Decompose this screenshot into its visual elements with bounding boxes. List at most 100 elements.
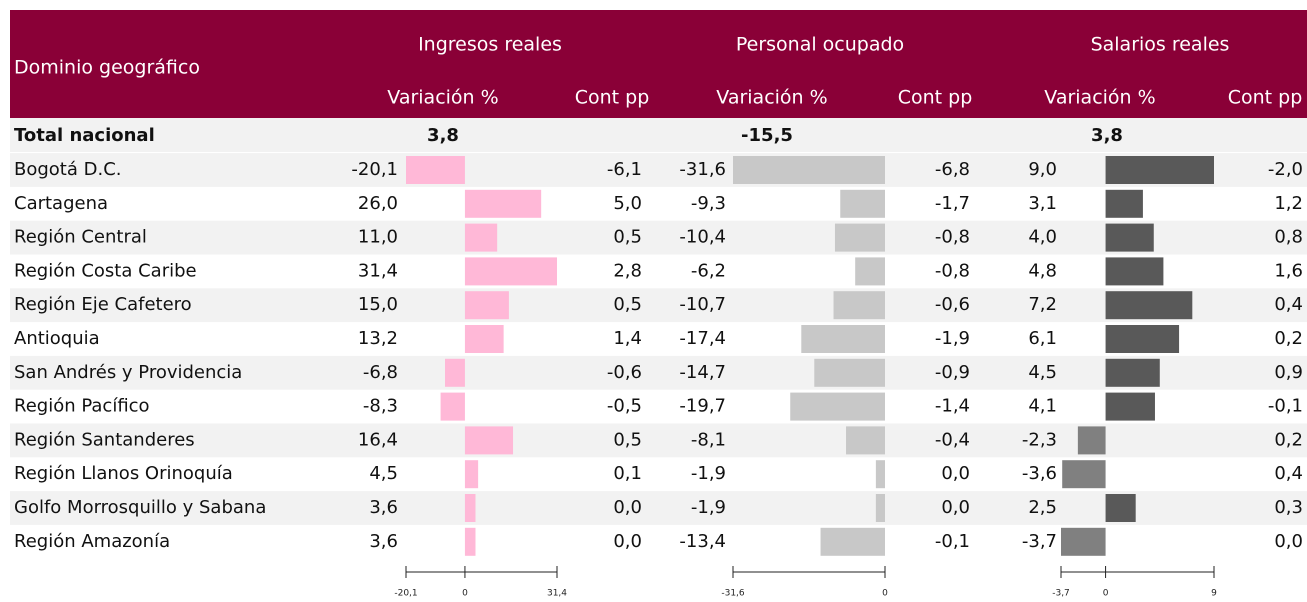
row-name: Región Llanos Orinoquía bbox=[14, 463, 233, 484]
row-name: Región Amazonía bbox=[14, 531, 170, 552]
row-name: Antioquia bbox=[14, 328, 100, 349]
bar bbox=[1077, 426, 1106, 455]
bar bbox=[464, 223, 498, 252]
variation: 31,4 bbox=[358, 260, 398, 281]
tick-label: -3,7 bbox=[1052, 589, 1070, 599]
contribution: -1,4 bbox=[935, 396, 970, 417]
contribution: 0,9 bbox=[1274, 362, 1303, 383]
tick-label: -31,6 bbox=[721, 589, 745, 599]
group-title: Salarios reales bbox=[1091, 34, 1230, 56]
contribution: 0,3 bbox=[1274, 497, 1303, 518]
variation: 4,1 bbox=[1028, 396, 1057, 417]
bar bbox=[464, 189, 542, 218]
sub-header: Cont pp bbox=[1228, 87, 1303, 109]
variation: -8,1 bbox=[691, 429, 726, 450]
bar bbox=[406, 156, 465, 184]
total-value: 3,8 bbox=[427, 125, 459, 146]
sub-header: Variación % bbox=[387, 87, 498, 109]
row-band bbox=[10, 491, 1307, 525]
contribution: 1,2 bbox=[1274, 193, 1303, 214]
bar bbox=[1105, 494, 1136, 522]
contribution: -0,8 bbox=[935, 260, 970, 281]
row-name: Región Central bbox=[14, 227, 147, 248]
variation: -19,7 bbox=[679, 396, 726, 417]
variation: 3,6 bbox=[369, 531, 398, 552]
contribution: 0,0 bbox=[941, 497, 970, 518]
contribution: -6,8 bbox=[935, 159, 970, 180]
contribution: -6,1 bbox=[607, 159, 642, 180]
variation: -6,2 bbox=[691, 260, 726, 281]
variation: 13,2 bbox=[358, 328, 398, 349]
variation: -6,8 bbox=[363, 362, 398, 383]
variation: -1,9 bbox=[691, 497, 726, 518]
contribution: -0,1 bbox=[1268, 396, 1303, 417]
bar bbox=[875, 460, 885, 489]
contribution: 1,4 bbox=[613, 328, 642, 349]
contribution: 0,4 bbox=[1274, 463, 1303, 484]
tick-label: 0 bbox=[882, 589, 888, 599]
contribution: 2,8 bbox=[613, 260, 642, 281]
sub-header: Variación % bbox=[716, 87, 827, 109]
group-title: Ingresos reales bbox=[418, 34, 562, 56]
total-value: 3,8 bbox=[1091, 125, 1123, 146]
bar bbox=[733, 156, 885, 184]
variation: -2,3 bbox=[1022, 429, 1057, 450]
contribution: 0,0 bbox=[613, 531, 642, 552]
variation: -13,4 bbox=[679, 531, 726, 552]
bar bbox=[790, 392, 885, 421]
contribution: 0,0 bbox=[1274, 531, 1303, 552]
variation: -3,6 bbox=[1022, 463, 1057, 484]
bar bbox=[1062, 460, 1106, 489]
row-name: Región Costa Caribe bbox=[14, 260, 197, 281]
contribution: -0,6 bbox=[607, 362, 642, 383]
variation: 16,4 bbox=[358, 429, 398, 450]
row-name: Región Eje Cafetero bbox=[14, 294, 192, 315]
contribution: 0,2 bbox=[1274, 328, 1303, 349]
variation: 26,0 bbox=[358, 193, 398, 214]
contribution: 0,8 bbox=[1274, 227, 1303, 248]
variation: 4,5 bbox=[369, 463, 398, 484]
bar bbox=[833, 291, 885, 320]
bar bbox=[820, 527, 885, 556]
total-name: Total nacional bbox=[14, 125, 155, 146]
tick-label: 31,4 bbox=[547, 589, 567, 599]
bar bbox=[846, 426, 885, 455]
tick-label: 9 bbox=[1211, 589, 1217, 599]
bar bbox=[440, 392, 465, 421]
contribution: 0,0 bbox=[613, 497, 642, 518]
bar bbox=[464, 460, 479, 489]
contribution: -1,9 bbox=[935, 328, 970, 349]
variation: -31,6 bbox=[679, 159, 726, 180]
contribution: 1,6 bbox=[1274, 260, 1303, 281]
variation: 9,0 bbox=[1028, 159, 1057, 180]
variation: 3,1 bbox=[1028, 193, 1057, 214]
variation: 7,2 bbox=[1028, 294, 1057, 315]
row-name: San Andrés y Providencia bbox=[14, 362, 242, 383]
variation: -17,4 bbox=[679, 328, 726, 349]
variation: -20,1 bbox=[351, 159, 398, 180]
contribution: 0,4 bbox=[1274, 294, 1303, 315]
row-name: Cartagena bbox=[14, 193, 108, 214]
contribution: -0,8 bbox=[935, 227, 970, 248]
bar bbox=[1105, 291, 1193, 320]
contribution: 0,2 bbox=[1274, 429, 1303, 450]
contribution: -1,7 bbox=[935, 193, 970, 214]
bar bbox=[464, 426, 514, 455]
variation: 6,1 bbox=[1028, 328, 1057, 349]
row-name: Golfo Morrosquillo y Sabana bbox=[14, 497, 266, 518]
variation: 2,5 bbox=[1028, 497, 1057, 518]
contribution: -0,1 bbox=[935, 531, 970, 552]
bar bbox=[875, 494, 885, 522]
bar bbox=[464, 257, 557, 286]
bar bbox=[1105, 189, 1143, 218]
bar bbox=[801, 325, 885, 353]
variation: -10,4 bbox=[679, 227, 726, 248]
variation: -9,3 bbox=[691, 193, 726, 214]
row-band bbox=[10, 355, 1307, 390]
bar bbox=[464, 527, 476, 556]
variation: 11,0 bbox=[358, 227, 398, 248]
contribution: -2,0 bbox=[1268, 159, 1303, 180]
total-band bbox=[10, 118, 1307, 152]
bar bbox=[1105, 257, 1164, 286]
